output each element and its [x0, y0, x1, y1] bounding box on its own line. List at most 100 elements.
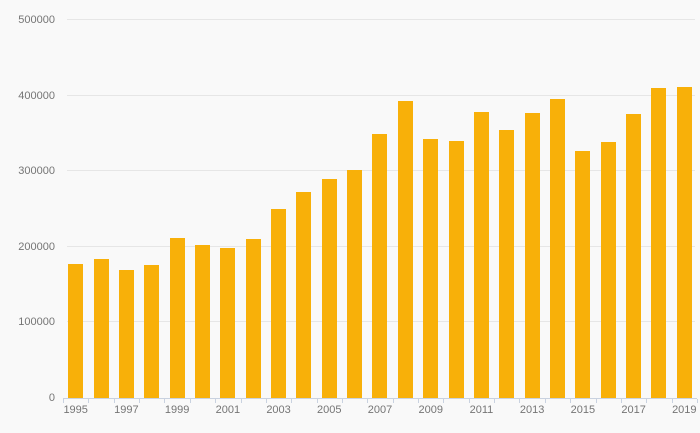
bar-slot: [190, 20, 215, 398]
bar-2006[interactable]: [347, 169, 363, 398]
bar-slot: [291, 20, 316, 398]
y-axis-tick-label: 100000: [18, 316, 55, 329]
y-axis-tick-label: 300000: [18, 165, 55, 178]
x-axis-tick-label: 1997: [114, 404, 139, 416]
bar-slot: [241, 20, 266, 398]
x-axis-tick: [418, 399, 443, 403]
bar-slot: [215, 20, 240, 398]
x-axis-tick-label: 2013: [519, 404, 545, 416]
x-axis-tick-label: [443, 404, 468, 417]
x-axis-tick-label: 2019: [672, 404, 697, 416]
bar-1995[interactable]: [68, 264, 84, 398]
x-axis-tick-label: 2017: [621, 404, 646, 416]
x-axis-tick-label: 2005: [317, 404, 342, 416]
bar-2016[interactable]: [600, 142, 616, 398]
bar-slot: [418, 20, 443, 398]
x-axis-tick: [88, 399, 113, 403]
x-axis-tick: [595, 399, 621, 403]
bar-1996[interactable]: [93, 258, 109, 398]
bar-2014[interactable]: [550, 98, 565, 398]
x-axis-tick-label: 1995: [63, 404, 88, 416]
bar-2017[interactable]: [626, 113, 642, 398]
y-axis: 0 100000 200000 300000 400000 500000: [0, 14, 55, 404]
bar-2009[interactable]: [423, 139, 439, 398]
bar-2000[interactable]: [194, 245, 210, 398]
bar-slot: [646, 20, 671, 398]
y-axis-tick-label: 200000: [18, 240, 55, 253]
bar-1999[interactable]: [169, 237, 185, 398]
x-axis-tick: [164, 399, 189, 403]
x-axis-tick-label: [646, 404, 671, 417]
bar-slot: [164, 20, 189, 398]
bar-slot: [570, 20, 595, 398]
x-axis-tick: [215, 399, 240, 403]
x-axis-tick: [468, 399, 494, 403]
x-axis-tick-label: [291, 404, 316, 417]
x-axis-tick: [494, 399, 519, 403]
plot-area: [63, 19, 697, 399]
bar-2002[interactable]: [245, 239, 261, 398]
bar-2005[interactable]: [321, 178, 337, 398]
x-axis-tick-label: [139, 404, 164, 417]
bar-slot: [393, 20, 418, 398]
x-axis-tick-label: [596, 404, 621, 417]
bar-1998[interactable]: [144, 264, 160, 398]
x-axis-tick: [316, 399, 342, 403]
bar-2003[interactable]: [271, 209, 287, 398]
bar-2012[interactable]: [499, 129, 515, 398]
x-axis-tick: [392, 399, 418, 403]
x-axis-tick: [443, 399, 468, 403]
bar-slot: [545, 20, 570, 398]
x-axis-line: [63, 398, 697, 399]
bar-2008[interactable]: [397, 100, 413, 398]
x-axis-tick-label: 2009: [418, 404, 443, 416]
bar-slot: [469, 20, 494, 398]
x-axis-tick: [139, 399, 164, 403]
x-axis-labels: 1995 1997 1999 2001 2003 2005 2007 2009 2011 2013…: [63, 404, 697, 417]
x-axis-tick: [646, 399, 671, 403]
bar-slot: [317, 20, 342, 398]
x-axis-tick: [265, 399, 291, 403]
gridline: [67, 94, 695, 96]
x-axis-tick: [620, 399, 646, 403]
bar-slot: [63, 20, 88, 398]
bars-container: [63, 20, 697, 398]
bar-2007[interactable]: [372, 134, 388, 398]
bar-2015[interactable]: [575, 150, 591, 398]
x-axis-tick: [189, 399, 215, 403]
gridline: [67, 19, 695, 20]
bar-slot: [672, 20, 697, 398]
x-axis-tick-label: [190, 404, 215, 417]
x-axis-tick: [570, 399, 595, 403]
y-axis-tick-label: 400000: [18, 89, 55, 102]
bar-slot: [114, 20, 139, 398]
bar-slot: [443, 20, 468, 398]
bar-2010[interactable]: [448, 140, 464, 398]
x-axis-ticks: [63, 399, 698, 403]
x-axis-tick: [367, 399, 392, 403]
bar-slot: [519, 20, 544, 398]
x-axis-tick-label: 2015: [570, 404, 596, 416]
bar-2001[interactable]: [220, 248, 236, 398]
x-axis-tick: [544, 399, 570, 403]
bar-2013[interactable]: [524, 113, 540, 398]
x-axis-tick-label: 2003: [266, 404, 291, 416]
bar-2004[interactable]: [296, 191, 312, 398]
x-axis-tick: [113, 399, 139, 403]
bar-2011[interactable]: [473, 112, 489, 398]
x-axis-tick-label: [241, 404, 266, 417]
bar-1997[interactable]: [118, 270, 134, 398]
bar-slot: [596, 20, 621, 398]
x-axis-tick-label: [494, 404, 519, 417]
x-axis-tick-label: [545, 404, 570, 417]
bar-2018[interactable]: [651, 88, 667, 398]
bar-2019[interactable]: [676, 87, 692, 398]
x-axis-tick-label: 1999: [164, 404, 190, 416]
x-axis-tick: [671, 399, 697, 403]
bar-slot: [367, 20, 392, 398]
x-axis-tick-label: [342, 404, 367, 417]
y-axis-tick-label: 500000: [18, 14, 55, 26]
y-axis-tick-label: 0: [48, 392, 55, 404]
x-axis-tick-label: 2001: [215, 404, 241, 416]
